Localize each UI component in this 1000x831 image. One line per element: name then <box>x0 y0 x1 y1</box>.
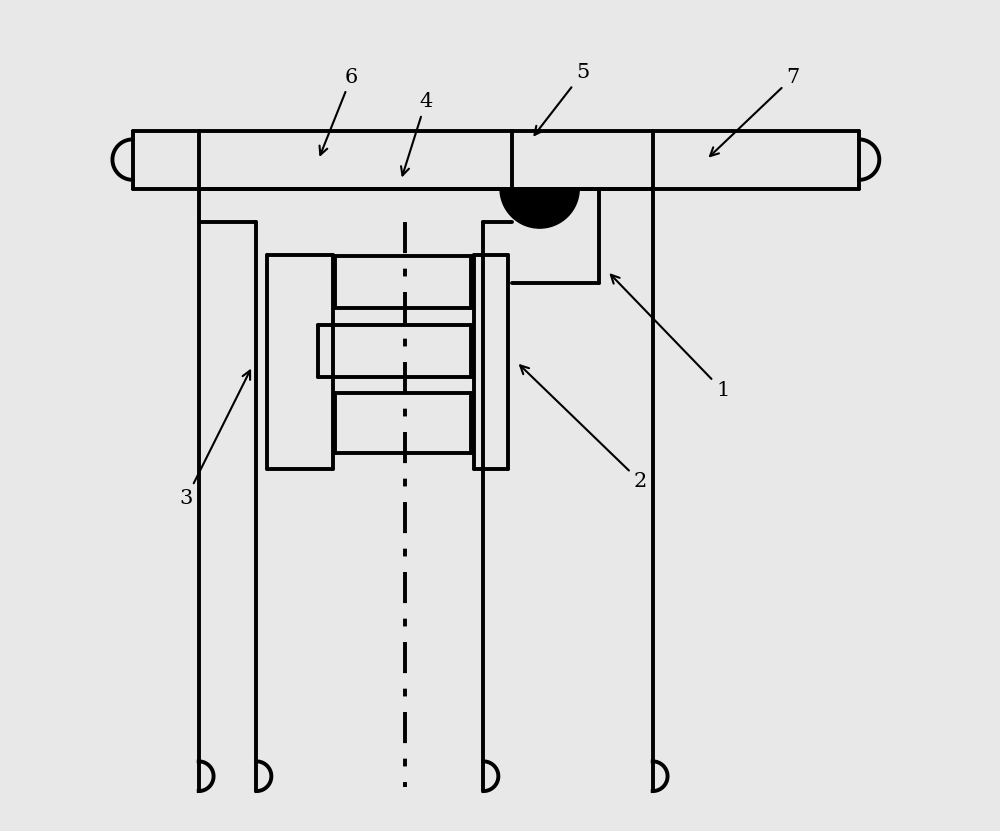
Text: 7: 7 <box>710 67 800 156</box>
Text: 5: 5 <box>534 63 589 135</box>
Text: 2: 2 <box>520 366 647 491</box>
Text: 6: 6 <box>320 67 358 155</box>
Text: 4: 4 <box>401 92 432 175</box>
Text: 3: 3 <box>180 371 250 508</box>
Wedge shape <box>500 189 579 229</box>
Text: 1: 1 <box>611 275 730 401</box>
